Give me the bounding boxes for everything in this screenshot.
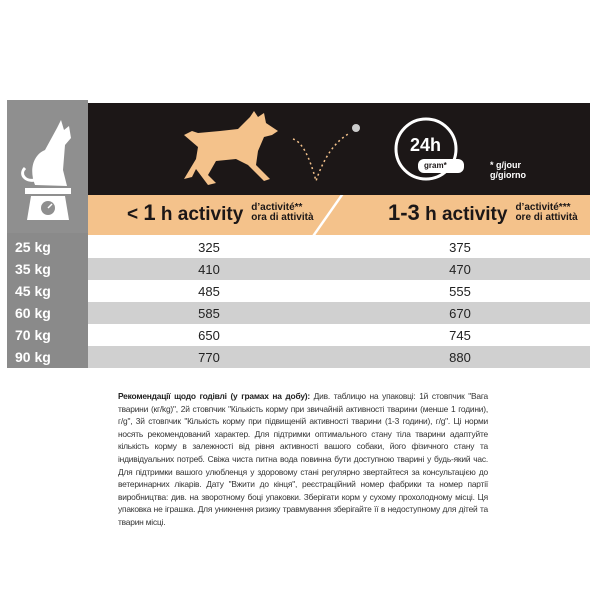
label-num: 1-3	[388, 200, 420, 225]
dog-on-scale-icon	[7, 100, 88, 233]
high-activity-cell: 375	[449, 239, 471, 255]
running-dog-icon	[184, 111, 360, 185]
unit-note: * g/jour g/giorno	[490, 160, 526, 180]
low-activity-cell: 650	[198, 327, 220, 343]
bowl-label: gram*	[424, 161, 447, 170]
low-activity-cell: 325	[198, 239, 220, 255]
note-body: Див. таблицю на упаковці: 1й стовпчик "В…	[118, 391, 488, 527]
table-row: 25 kg 325 375	[7, 236, 590, 258]
high-activity-cell: 745	[449, 327, 471, 343]
weight-cell: 45 kg	[15, 283, 51, 299]
weight-cell: 25 kg	[15, 239, 51, 255]
unit-note-fr: * g/jour	[490, 160, 521, 170]
label-suffix: h activity	[419, 204, 508, 225]
low-activity-cell: 770	[198, 349, 220, 365]
low-activity-cell: 410	[198, 261, 220, 277]
label-it: ore di attività	[515, 212, 578, 223]
high-activity-cell: 880	[449, 349, 471, 365]
table-row: 45 kg 485 555	[7, 280, 590, 302]
table-row: 35 kg 410 470	[7, 258, 590, 280]
clock-label: 24h	[410, 135, 442, 155]
table-row: 90 kg 770 880	[7, 346, 590, 368]
high-activity-cell: 470	[449, 261, 471, 277]
weight-cell: 60 kg	[15, 305, 51, 321]
note-title: Рекомендації щодо годівлі (у грамах на д…	[118, 391, 310, 401]
low-activity-cell: 585	[198, 305, 220, 321]
low-activity-cell: 485	[198, 283, 220, 299]
label-fr: d’activité***	[515, 202, 571, 213]
high-activity-cell: 555	[449, 283, 471, 299]
weight-cell: 35 kg	[15, 261, 51, 277]
column-low-activity: < 1 h activity d’activité** ora di attivi…	[127, 200, 314, 226]
high-activity-cell: 670	[449, 305, 471, 321]
table-row: 60 kg 585 670	[7, 302, 590, 324]
header-banner: 24h gram*	[88, 103, 590, 195]
activity-band	[88, 195, 590, 235]
weight-cell: 90 kg	[15, 349, 51, 365]
label-num: 1	[143, 200, 156, 225]
column-high-activity: 1-3 h activity d’activité*** ore di attiv…	[388, 200, 578, 226]
weight-cell: 70 kg	[15, 327, 51, 343]
label-fr: d’activité**	[251, 202, 303, 213]
table-row: 70 kg 650 745	[7, 324, 590, 346]
clock-24h-icon	[394, 117, 464, 181]
label-suffix: h activity	[155, 204, 244, 225]
label-prefix: <	[127, 204, 144, 225]
label-it: ora di attività	[251, 212, 314, 223]
feeding-note: Рекомендації щодо годівлі (у грамах на д…	[118, 390, 488, 529]
unit-note-it: g/giorno	[490, 170, 526, 180]
